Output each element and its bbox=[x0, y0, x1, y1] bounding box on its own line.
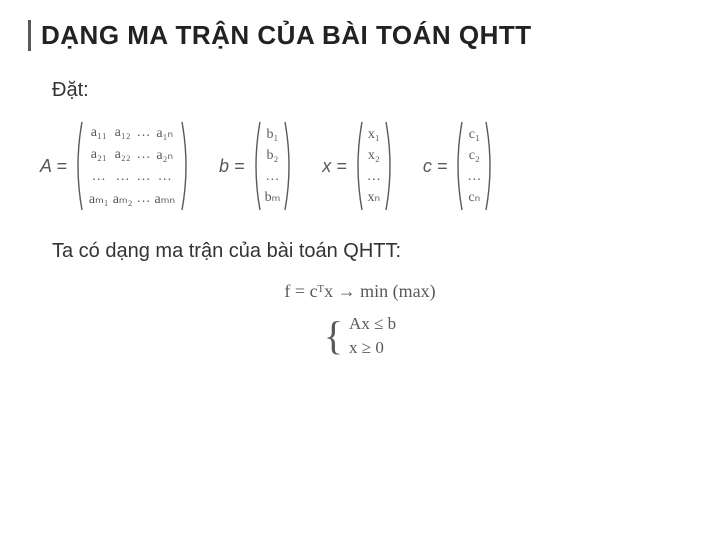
left-paren-icon bbox=[353, 120, 363, 212]
vector-b: b = b₁b₂…bₘ bbox=[219, 120, 294, 212]
objective-formula: f = cᵀx → min (max) bbox=[28, 281, 692, 302]
matrix-cell: a₂ₙ bbox=[153, 147, 178, 164]
system-lines: Ax ≤ b x ≥ 0 bbox=[349, 312, 396, 360]
vector-c-label: c = bbox=[423, 156, 448, 177]
vector-cell: … bbox=[467, 166, 481, 187]
matrix-cell: … bbox=[87, 169, 111, 185]
vector-c-col: c₁c₂…cₙ bbox=[467, 124, 481, 208]
matrix-cell: … bbox=[153, 169, 178, 185]
matrix-cell: a₁ₙ bbox=[153, 125, 178, 142]
vector-cell: c₁ bbox=[469, 124, 480, 145]
vector-cell: xₙ bbox=[368, 187, 381, 208]
text-taco: Ta có dạng ma trận của bài toán QHTT: bbox=[52, 240, 692, 263]
system-formula: { Ax ≤ b x ≥ 0 bbox=[324, 312, 396, 360]
matrix-cell: a₂₁ bbox=[87, 147, 111, 163]
left-paren-icon bbox=[453, 120, 463, 212]
matrix-A-grid: a₁₁a₁₂…a₁ₙa₂₁a₂₂…a₂ₙ…………aₘ₁aₘ₂…aₘₙ bbox=[87, 122, 177, 210]
right-paren-icon bbox=[181, 120, 191, 212]
matrix-cell: … bbox=[111, 169, 135, 185]
formula-block: f = cᵀx → min (max) { Ax ≤ b x ≥ 0 bbox=[28, 281, 692, 360]
right-paren-icon bbox=[385, 120, 395, 212]
right-paren-icon bbox=[485, 120, 495, 212]
vector-cell: cₙ bbox=[468, 187, 480, 208]
vector-cell: … bbox=[367, 166, 381, 187]
vector-cell: b₂ bbox=[266, 145, 278, 166]
vector-x-label: x = bbox=[322, 156, 347, 177]
matrix-A-label: A = bbox=[40, 156, 67, 177]
matrix-cell: a₁₂ bbox=[111, 125, 135, 141]
vector-cell: x₂ bbox=[368, 145, 380, 166]
matrices-row: A = a₁₁a₁₂…a₁ₙa₂₁a₂₂…a₂ₙ…………aₘ₁aₘ₂…aₘₙ b… bbox=[40, 120, 692, 212]
vector-cell: b₁ bbox=[266, 124, 278, 145]
vector-cell: c₂ bbox=[469, 145, 480, 166]
matrix-cell: aₘₙ bbox=[153, 191, 178, 208]
matrix-cell: … bbox=[135, 169, 153, 185]
matrix-cell: aₘ₂ bbox=[111, 191, 135, 208]
left-paren-icon bbox=[73, 120, 83, 212]
vector-cell: bₘ bbox=[265, 187, 281, 208]
text-dat: Đặt: bbox=[52, 79, 692, 102]
vector-x: x = x₁x₂…xₙ bbox=[322, 120, 395, 212]
matrix-cell: … bbox=[135, 147, 153, 163]
matrix-cell: a₁₁ bbox=[87, 125, 111, 141]
system-line-2: x ≥ 0 bbox=[349, 336, 384, 360]
matrix-cell: a₂₂ bbox=[111, 147, 135, 163]
vector-c: c = c₁c₂…cₙ bbox=[423, 120, 496, 212]
left-brace-icon: { bbox=[324, 316, 343, 356]
vector-cell: … bbox=[265, 166, 279, 187]
vector-b-col: b₁b₂…bₘ bbox=[265, 124, 281, 208]
vector-b-label: b = bbox=[219, 156, 245, 177]
right-paren-icon bbox=[284, 120, 294, 212]
system-line-1: Ax ≤ b bbox=[349, 312, 396, 336]
page-title: DẠNG MA TRẬN CỦA BÀI TOÁN QHTT bbox=[41, 20, 692, 51]
vector-cell: x₁ bbox=[368, 124, 380, 145]
matrix-cell: aₘ₁ bbox=[87, 191, 111, 208]
vector-x-col: x₁x₂…xₙ bbox=[367, 124, 381, 208]
matrix-A: A = a₁₁a₁₂…a₁ₙa₂₁a₂₂…a₂ₙ…………aₘ₁aₘ₂…aₘₙ bbox=[40, 120, 191, 212]
matrix-cell: … bbox=[135, 191, 153, 207]
left-paren-icon bbox=[251, 120, 261, 212]
matrix-cell: … bbox=[135, 125, 153, 141]
title-container: DẠNG MA TRẬN CỦA BÀI TOÁN QHTT bbox=[28, 20, 692, 51]
